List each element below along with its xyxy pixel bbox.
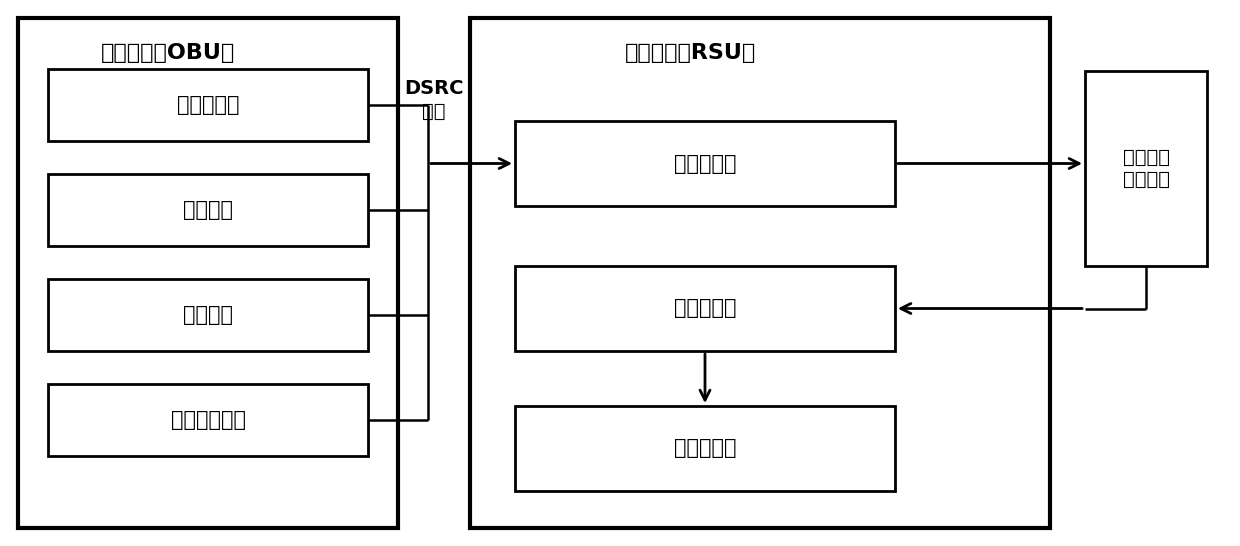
Text: 临时数据库: 临时数据库 — [673, 153, 737, 174]
Text: DSRC
通信: DSRC 通信 — [404, 80, 464, 121]
Bar — [1085, 71, 1207, 266]
Bar — [515, 121, 895, 206]
Text: 交通信号灯: 交通信号灯 — [673, 438, 737, 459]
Text: 车辆识别号: 车辆识别号 — [177, 95, 239, 115]
Bar — [470, 18, 1050, 528]
Text: 车辆速度: 车辆速度 — [184, 200, 233, 220]
Bar — [48, 69, 368, 141]
Text: 交通信息
计算中心: 交通信息 计算中心 — [1122, 148, 1169, 189]
Bar — [19, 18, 398, 528]
Text: 车辆空间位置: 车辆空间位置 — [171, 410, 246, 430]
Text: 信号控制器: 信号控制器 — [673, 299, 737, 318]
Bar — [515, 406, 895, 491]
Bar — [515, 266, 895, 351]
Text: 路侧单元（RSU）: 路侧单元（RSU） — [625, 43, 755, 63]
Bar — [48, 279, 368, 351]
Text: 运行状态: 运行状态 — [184, 305, 233, 325]
Bar — [48, 384, 368, 456]
Text: 车载单元（OBU）: 车载单元（OBU） — [100, 43, 236, 63]
Bar — [48, 174, 368, 246]
